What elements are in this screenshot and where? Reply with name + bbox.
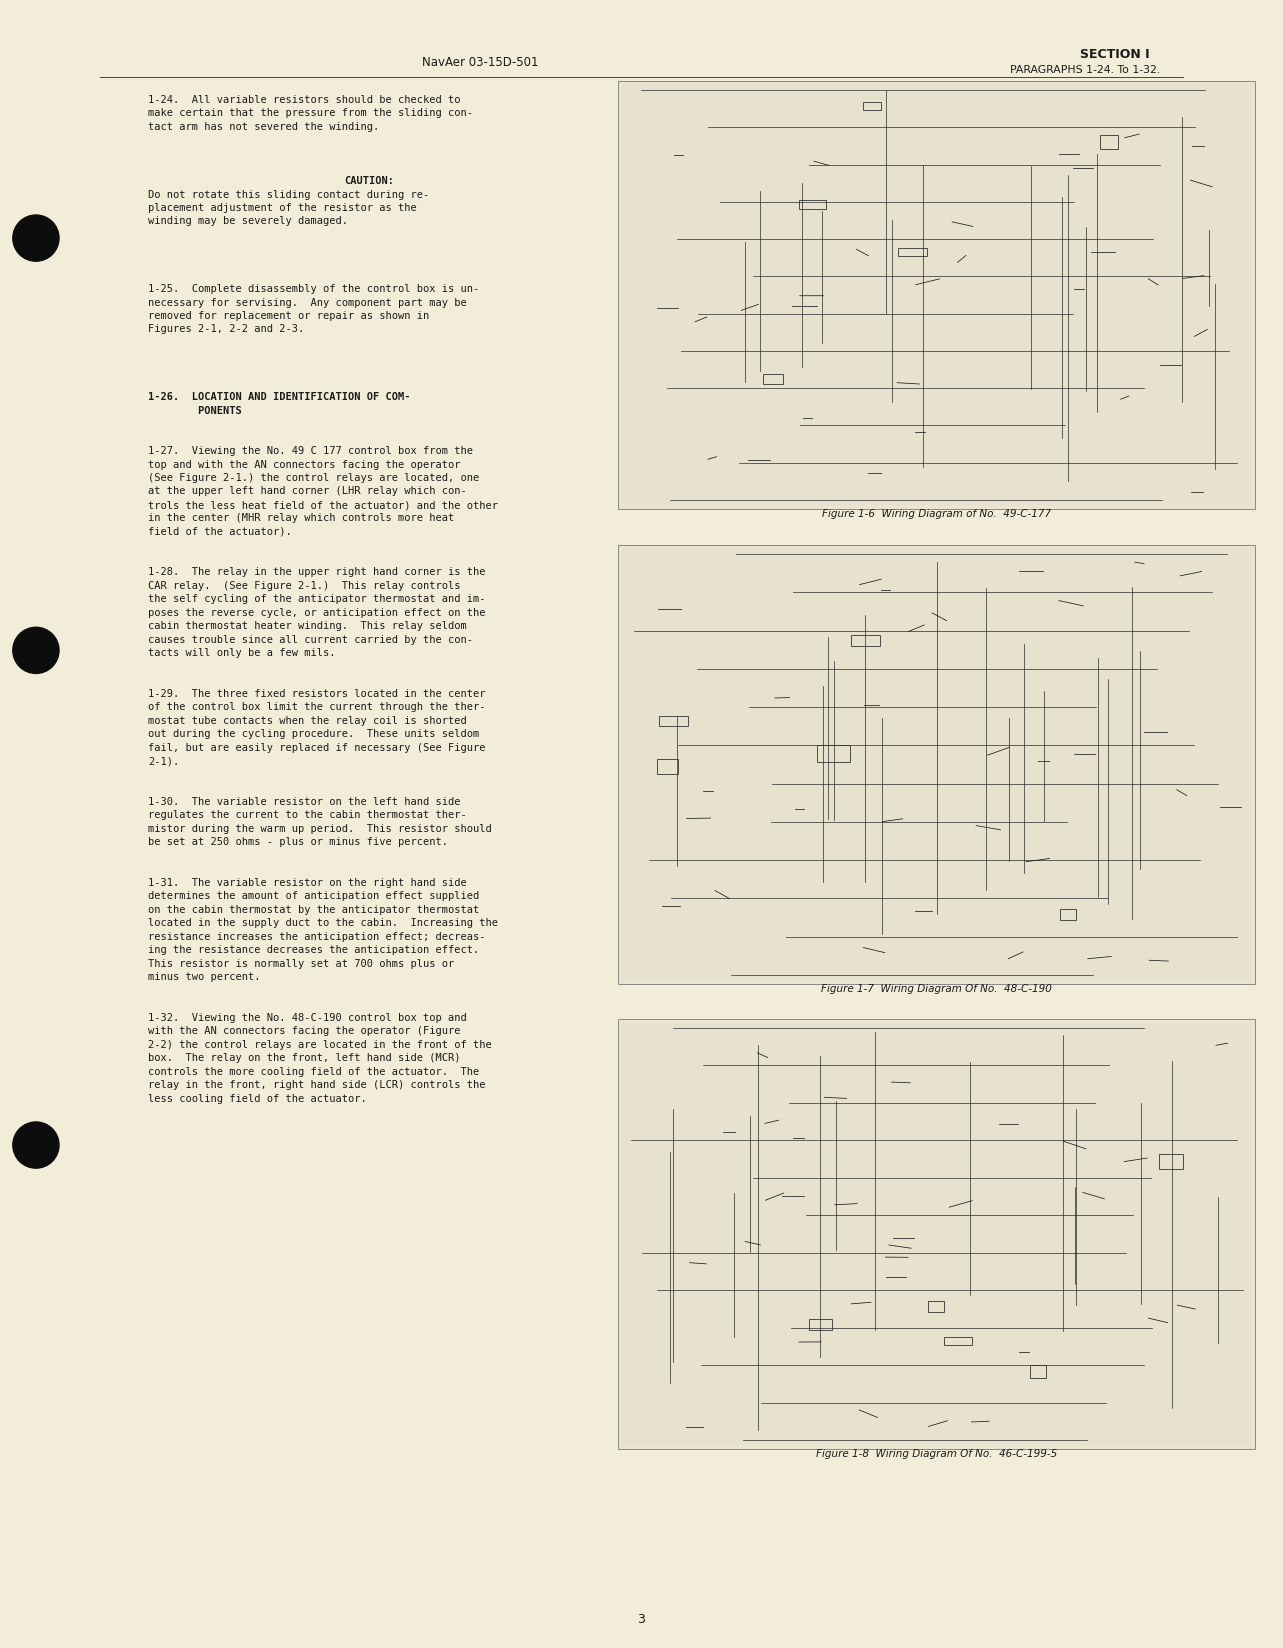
Bar	[1100, 135, 1117, 150]
Text: 1-24.  All variable resistors should be checked to: 1-24. All variable resistors should be c…	[148, 96, 461, 105]
Text: Figure 1-7  Wiring Diagram Of No.  48-C-190: Figure 1-7 Wiring Diagram Of No. 48-C-19…	[821, 984, 1052, 994]
Text: Figures 2-1, 2-2 and 2-3.: Figures 2-1, 2-2 and 2-3.	[148, 325, 304, 335]
Text: 1-26.  LOCATION AND IDENTIFICATION OF COM-: 1-26. LOCATION AND IDENTIFICATION OF COM…	[148, 392, 411, 402]
Bar	[659, 717, 688, 727]
Text: This resistor is normally set at 700 ohms plus or: This resistor is normally set at 700 ohm…	[148, 959, 454, 969]
Bar	[622, 1023, 1251, 1445]
Text: Do not rotate this sliding contact during re-: Do not rotate this sliding contact durin…	[148, 190, 430, 199]
Bar	[1030, 1366, 1047, 1378]
Bar	[810, 1320, 833, 1330]
Text: on the cabin thermostat by the anticipator thermostat: on the cabin thermostat by the anticipat…	[148, 905, 480, 915]
Text: winding may be severely damaged.: winding may be severely damaged.	[148, 216, 348, 226]
Text: 1-30.  The variable resistor on the left hand side: 1-30. The variable resistor on the left …	[148, 796, 461, 806]
Circle shape	[13, 1122, 59, 1168]
Bar	[622, 550, 1251, 981]
Text: mistor during the warm up period.  This resistor should: mistor during the warm up period. This r…	[148, 824, 491, 834]
Text: relay in the front, right hand side (LCR) controls the: relay in the front, right hand side (LCR…	[148, 1079, 485, 1089]
Text: CAUTION:: CAUTION:	[344, 176, 394, 186]
Bar	[944, 1337, 971, 1345]
Bar	[657, 760, 679, 775]
Text: PONENTS: PONENTS	[148, 405, 241, 415]
Text: removed for replacement or repair as shown in: removed for replacement or repair as sho…	[148, 311, 430, 321]
Text: cabin thermostat heater winding.  This relay seldom: cabin thermostat heater winding. This re…	[148, 621, 467, 631]
Bar	[618, 82, 1255, 509]
Text: (See Figure 2-1.) the control relays are located, one: (See Figure 2-1.) the control relays are…	[148, 473, 480, 483]
Text: trols the less heat field of the actuator) and the other: trols the less heat field of the actuato…	[148, 499, 498, 509]
Text: 1-25.  Complete disassembly of the control box is un-: 1-25. Complete disassembly of the contro…	[148, 283, 480, 293]
Text: at the upper left hand corner (LHR relay which con-: at the upper left hand corner (LHR relay…	[148, 486, 467, 496]
Text: field of the actuator).: field of the actuator).	[148, 527, 291, 537]
Text: SECTION I: SECTION I	[1080, 48, 1150, 61]
Text: fail, but are easily replaced if necessary (See Figure: fail, but are easily replaced if necessa…	[148, 743, 485, 753]
Circle shape	[13, 216, 59, 262]
Text: 1-31.  The variable resistor on the right hand side: 1-31. The variable resistor on the right…	[148, 877, 467, 888]
Text: ing the resistance decreases the anticipation effect.: ing the resistance decreases the anticip…	[148, 944, 480, 954]
Bar	[1159, 1154, 1183, 1168]
Text: of the control box limit the current through the ther-: of the control box limit the current thr…	[148, 702, 485, 712]
Text: 3: 3	[638, 1612, 645, 1625]
Text: placement adjustment of the resistor as the: placement adjustment of the resistor as …	[148, 203, 417, 213]
Bar	[817, 747, 851, 761]
Text: regulates the current to the cabin thermostat ther-: regulates the current to the cabin therm…	[148, 811, 467, 821]
Text: 2-2) the control relays are located in the front of the: 2-2) the control relays are located in t…	[148, 1040, 491, 1050]
Text: causes trouble since all current carried by the con-: causes trouble since all current carried…	[148, 634, 473, 644]
Bar	[1060, 910, 1076, 920]
Bar	[622, 86, 1251, 506]
Bar	[799, 201, 826, 211]
Text: top and with the AN connectors facing the operator: top and with the AN connectors facing th…	[148, 460, 461, 470]
Text: tacts will only be a few mils.: tacts will only be a few mils.	[148, 648, 335, 658]
Text: tact arm has not severed the winding.: tact arm has not severed the winding.	[148, 122, 380, 132]
Text: necessary for servising.  Any component part may be: necessary for servising. Any component p…	[148, 297, 467, 307]
Text: less cooling field of the actuator.: less cooling field of the actuator.	[148, 1093, 367, 1103]
Text: minus two percent.: minus two percent.	[148, 972, 260, 982]
Text: poses the reverse cycle, or anticipation effect on the: poses the reverse cycle, or anticipation…	[148, 608, 485, 618]
Bar	[618, 545, 1255, 984]
Text: mostat tube contacts when the relay coil is shorted: mostat tube contacts when the relay coil…	[148, 715, 467, 725]
Text: the self cycling of the anticipator thermostat and im-: the self cycling of the anticipator ther…	[148, 595, 485, 605]
Bar	[863, 102, 881, 110]
Text: 1-29.  The three fixed resistors located in the center: 1-29. The three fixed resistors located …	[148, 689, 485, 699]
Text: 1-32.  Viewing the No. 48-C-190 control box top and: 1-32. Viewing the No. 48-C-190 control b…	[148, 1012, 467, 1022]
Text: Figure 1-6  Wiring Diagram of No.  49-C-177: Figure 1-6 Wiring Diagram of No. 49-C-17…	[822, 509, 1051, 519]
Text: be set at 250 ohms - plus or minus five percent.: be set at 250 ohms - plus or minus five …	[148, 837, 448, 847]
Text: 2-1).: 2-1).	[148, 756, 180, 766]
Text: determines the amount of anticipation effect supplied: determines the amount of anticipation ef…	[148, 892, 480, 901]
Bar	[898, 249, 926, 257]
Text: PARAGRAPHS 1-24. To 1-32.: PARAGRAPHS 1-24. To 1-32.	[1010, 64, 1160, 74]
Bar	[928, 1300, 944, 1312]
Text: CAR relay.  (See Figure 2-1.)  This relay controls: CAR relay. (See Figure 2-1.) This relay …	[148, 580, 461, 590]
Text: in the center (MHR relay which controls more heat: in the center (MHR relay which controls …	[148, 513, 454, 522]
Text: Figure 1-8  Wiring Diagram Of No.  46-C-199-5: Figure 1-8 Wiring Diagram Of No. 46-C-19…	[816, 1449, 1057, 1458]
Text: with the AN connectors facing the operator (Figure: with the AN connectors facing the operat…	[148, 1025, 461, 1037]
Text: out during the cycling procedure.  These units seldom: out during the cycling procedure. These …	[148, 728, 480, 738]
Bar	[763, 374, 784, 384]
Text: NavAer 03-15D-501: NavAer 03-15D-501	[422, 56, 539, 69]
Circle shape	[13, 628, 59, 674]
Text: located in the supply duct to the cabin.  Increasing the: located in the supply duct to the cabin.…	[148, 918, 498, 928]
Text: 1-27.  Viewing the No. 49 C 177 control box from the: 1-27. Viewing the No. 49 C 177 control b…	[148, 445, 473, 456]
Text: box.  The relay on the front, left hand side (MCR): box. The relay on the front, left hand s…	[148, 1053, 461, 1063]
Text: make certain that the pressure from the sliding con-: make certain that the pressure from the …	[148, 109, 473, 119]
Bar	[851, 636, 880, 646]
Text: resistance increases the anticipation effect; decreas-: resistance increases the anticipation ef…	[148, 931, 485, 941]
Text: controls the more cooling field of the actuator.  The: controls the more cooling field of the a…	[148, 1066, 480, 1076]
Bar	[618, 1020, 1255, 1449]
Text: 1-28.  The relay in the upper right hand corner is the: 1-28. The relay in the upper right hand …	[148, 567, 485, 577]
